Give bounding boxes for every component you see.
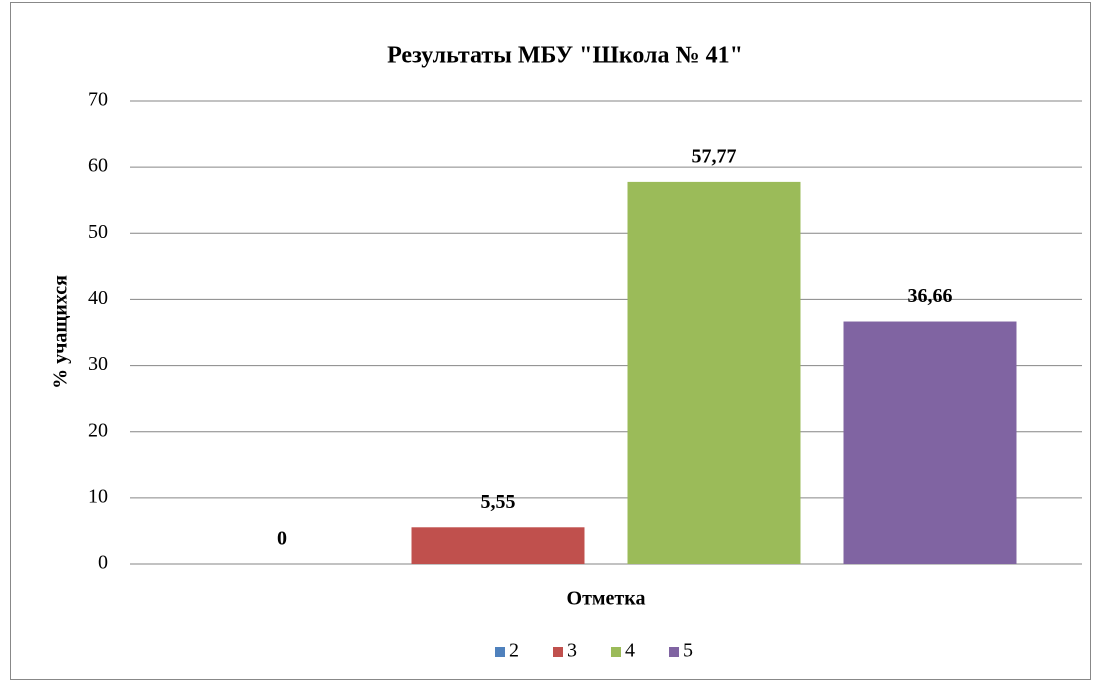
value-label: 57,77 xyxy=(692,145,737,167)
legend-swatch xyxy=(611,647,621,657)
y-axis-label: % учащихся xyxy=(50,275,72,389)
y-tick-label: 10 xyxy=(88,485,108,507)
value-label: 5,55 xyxy=(481,491,516,513)
legend-swatch xyxy=(495,647,505,657)
y-tick-label: 40 xyxy=(88,287,108,309)
legend-label: 5 xyxy=(683,640,693,662)
y-tick-label: 70 xyxy=(88,89,108,111)
legend-label: 4 xyxy=(625,640,635,662)
value-label: 0 xyxy=(277,528,287,550)
legend-swatch xyxy=(553,647,563,657)
y-tick-label: 50 xyxy=(88,221,108,243)
bar xyxy=(843,321,1017,564)
bar xyxy=(411,527,585,564)
y-tick-label: 20 xyxy=(88,419,108,441)
x-axis-label: Отметка xyxy=(567,588,646,610)
legend-label: 2 xyxy=(509,640,519,662)
y-tick-label: 0 xyxy=(98,552,108,574)
chart-title: Результаты МБУ "Школа № 41" xyxy=(387,43,743,69)
legend-swatch xyxy=(669,647,679,657)
bar xyxy=(627,181,801,565)
value-label: 36,66 xyxy=(908,285,953,307)
y-tick-label: 30 xyxy=(88,353,108,375)
y-tick-label: 60 xyxy=(88,155,108,177)
legend-label: 3 xyxy=(567,640,577,662)
